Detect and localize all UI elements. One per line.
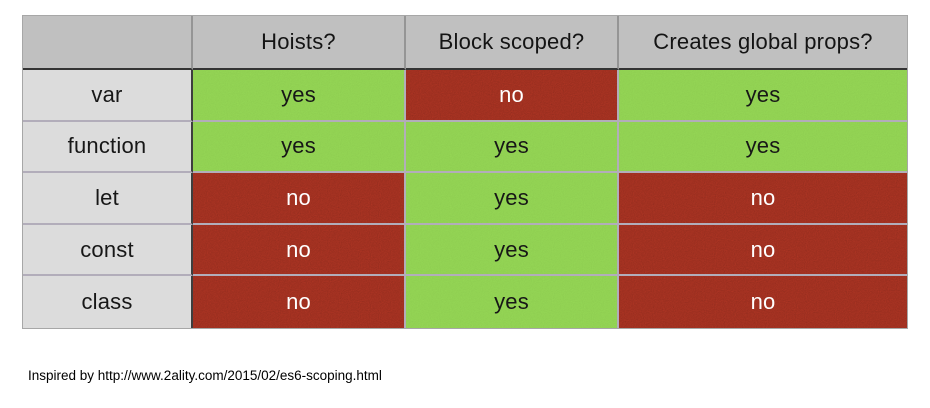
- cell-value: no: [750, 236, 776, 262]
- cell-function-block-scoped: yes: [406, 121, 619, 174]
- cell-value: no: [286, 289, 311, 315]
- cell-value: no: [750, 289, 776, 315]
- column-header-label: Block scoped?: [438, 29, 585, 54]
- cell-value: no: [286, 184, 311, 210]
- row-label-const: const: [23, 224, 193, 277]
- cell-value: yes: [281, 133, 316, 159]
- cell-value: yes: [494, 289, 529, 315]
- row-label-class: class: [23, 276, 193, 328]
- cell-class-global-props: no: [619, 276, 907, 328]
- cell-value: yes: [745, 133, 781, 159]
- credit-text: Inspired by http://www.2ality.com/2015/0…: [28, 368, 382, 383]
- column-header-empty: [23, 16, 193, 70]
- row-label-text: let: [95, 184, 119, 210]
- cell-var-global-props: yes: [619, 70, 907, 122]
- cell-var-hoists: yes: [193, 70, 406, 122]
- row-label-function: function: [23, 121, 193, 174]
- column-header-hoists: Hoists?: [193, 16, 406, 70]
- row-label-var: var: [23, 70, 193, 122]
- cell-function-hoists: yes: [193, 121, 406, 174]
- row-label-text: function: [67, 133, 147, 159]
- column-header-label: Creates global props?: [653, 29, 873, 54]
- cell-value: no: [750, 184, 776, 210]
- cell-const-global-props: no: [619, 224, 907, 277]
- cell-let-global-props: no: [619, 173, 907, 225]
- scoping-comparison-table: Hoists? Block scoped? Creates global pro…: [22, 15, 908, 329]
- cell-value: yes: [745, 81, 781, 107]
- column-header-global-props: Creates global props?: [619, 16, 907, 70]
- row-label-text: var: [91, 81, 123, 107]
- cell-let-block-scoped: yes: [406, 173, 619, 225]
- cell-value: no: [286, 236, 311, 262]
- column-header-label: Hoists?: [261, 29, 336, 54]
- cell-var-block-scoped: no: [406, 70, 619, 122]
- cell-function-global-props: yes: [619, 121, 907, 174]
- cell-const-block-scoped: yes: [406, 224, 619, 277]
- cell-value: no: [499, 81, 524, 107]
- cell-value: yes: [494, 133, 529, 159]
- row-label-text: class: [81, 289, 133, 315]
- cell-class-block-scoped: yes: [406, 276, 619, 328]
- row-label-let: let: [23, 173, 193, 225]
- cell-class-hoists: no: [193, 276, 406, 328]
- row-label-text: const: [80, 236, 134, 262]
- cell-const-hoists: no: [193, 224, 406, 277]
- cell-value: yes: [494, 184, 529, 210]
- cell-let-hoists: no: [193, 173, 406, 225]
- cell-value: yes: [494, 236, 529, 262]
- column-header-block-scoped: Block scoped?: [406, 16, 619, 70]
- cell-value: yes: [281, 81, 316, 107]
